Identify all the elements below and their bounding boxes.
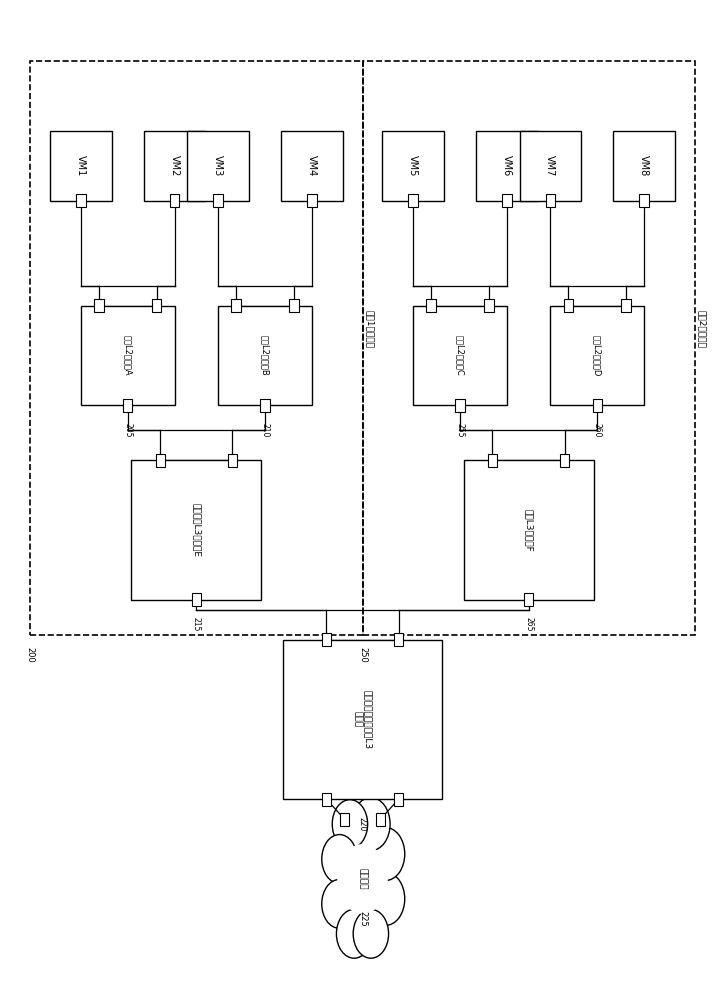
Text: 外部网络: 外部网络 xyxy=(358,868,367,890)
Circle shape xyxy=(366,827,405,881)
Text: 215: 215 xyxy=(192,617,201,632)
Text: VM1: VM1 xyxy=(76,155,86,177)
FancyBboxPatch shape xyxy=(187,131,249,201)
FancyBboxPatch shape xyxy=(213,194,223,207)
FancyBboxPatch shape xyxy=(524,593,534,606)
FancyBboxPatch shape xyxy=(76,194,86,207)
Text: VM3: VM3 xyxy=(213,155,223,177)
Text: 255: 255 xyxy=(455,423,465,437)
FancyBboxPatch shape xyxy=(307,194,317,207)
Circle shape xyxy=(337,844,388,914)
FancyBboxPatch shape xyxy=(621,299,631,312)
FancyBboxPatch shape xyxy=(484,299,494,312)
FancyBboxPatch shape xyxy=(94,299,104,312)
Text: 租户逻辑L3路由器E: 租户逻辑L3路由器E xyxy=(192,503,201,557)
Text: 260: 260 xyxy=(593,423,602,437)
Text: VM2: VM2 xyxy=(170,155,180,177)
FancyBboxPatch shape xyxy=(413,306,507,405)
FancyBboxPatch shape xyxy=(476,131,538,201)
Circle shape xyxy=(340,848,385,910)
Text: VM6: VM6 xyxy=(502,155,512,177)
FancyBboxPatch shape xyxy=(394,793,403,806)
FancyBboxPatch shape xyxy=(283,640,442,799)
FancyBboxPatch shape xyxy=(463,460,594,600)
Text: 225: 225 xyxy=(358,911,367,927)
FancyBboxPatch shape xyxy=(191,593,201,606)
Text: 逻辑L2交换机B: 逻辑L2交换机B xyxy=(260,335,270,376)
FancyBboxPatch shape xyxy=(228,454,237,467)
FancyBboxPatch shape xyxy=(170,194,179,207)
FancyBboxPatch shape xyxy=(131,460,262,600)
FancyBboxPatch shape xyxy=(123,399,133,412)
FancyBboxPatch shape xyxy=(639,194,649,207)
FancyBboxPatch shape xyxy=(260,399,270,412)
Text: 逻辑L2交换机C: 逻辑L2交换机C xyxy=(455,335,465,376)
Text: 逻辑L2交换机A: 逻辑L2交换机A xyxy=(123,335,132,376)
Text: 200: 200 xyxy=(26,647,35,662)
Text: VM4: VM4 xyxy=(307,155,317,177)
FancyBboxPatch shape xyxy=(322,633,331,646)
Text: 250: 250 xyxy=(358,647,367,662)
FancyBboxPatch shape xyxy=(550,306,645,405)
Text: 265: 265 xyxy=(524,617,533,632)
FancyBboxPatch shape xyxy=(520,131,581,201)
FancyBboxPatch shape xyxy=(502,194,512,207)
Text: 逻辑L3路由器F: 逻辑L3路由器F xyxy=(524,509,533,551)
Circle shape xyxy=(352,798,390,851)
FancyBboxPatch shape xyxy=(50,131,112,201)
FancyBboxPatch shape xyxy=(281,131,343,201)
FancyBboxPatch shape xyxy=(592,399,602,412)
Circle shape xyxy=(366,872,405,925)
FancyBboxPatch shape xyxy=(152,299,162,312)
FancyBboxPatch shape xyxy=(613,131,675,201)
FancyBboxPatch shape xyxy=(144,131,205,201)
FancyBboxPatch shape xyxy=(563,299,573,312)
FancyBboxPatch shape xyxy=(426,299,436,312)
Circle shape xyxy=(322,879,357,928)
FancyBboxPatch shape xyxy=(455,399,465,412)
Text: 租户2逻辑网络: 租户2逻辑网络 xyxy=(697,310,706,348)
FancyBboxPatch shape xyxy=(376,813,385,826)
Circle shape xyxy=(322,835,357,883)
Text: 210: 210 xyxy=(260,423,270,437)
FancyBboxPatch shape xyxy=(231,299,241,312)
Text: VM7: VM7 xyxy=(545,155,555,177)
FancyBboxPatch shape xyxy=(218,306,312,405)
FancyBboxPatch shape xyxy=(560,454,569,467)
FancyBboxPatch shape xyxy=(394,633,403,646)
FancyBboxPatch shape xyxy=(289,299,299,312)
FancyBboxPatch shape xyxy=(488,454,497,467)
FancyBboxPatch shape xyxy=(340,813,349,826)
Circle shape xyxy=(332,800,368,849)
Text: 逻辑L2交换机D: 逻辑L2交换机D xyxy=(593,335,602,376)
Text: VM5: VM5 xyxy=(408,155,418,177)
Text: 租户1逻辑网络: 租户1逻辑网络 xyxy=(365,310,374,348)
Text: 数据中心供应商逻辑L3
路由器: 数据中心供应商逻辑L3 路由器 xyxy=(353,690,372,749)
FancyBboxPatch shape xyxy=(80,306,175,405)
FancyBboxPatch shape xyxy=(408,194,418,207)
Text: VM8: VM8 xyxy=(639,155,649,177)
Text: 220: 220 xyxy=(358,817,367,831)
FancyBboxPatch shape xyxy=(382,131,444,201)
Circle shape xyxy=(353,909,389,958)
FancyBboxPatch shape xyxy=(322,793,331,806)
Text: 205: 205 xyxy=(123,423,132,437)
FancyBboxPatch shape xyxy=(156,454,165,467)
Circle shape xyxy=(336,909,372,958)
FancyBboxPatch shape xyxy=(546,194,555,207)
